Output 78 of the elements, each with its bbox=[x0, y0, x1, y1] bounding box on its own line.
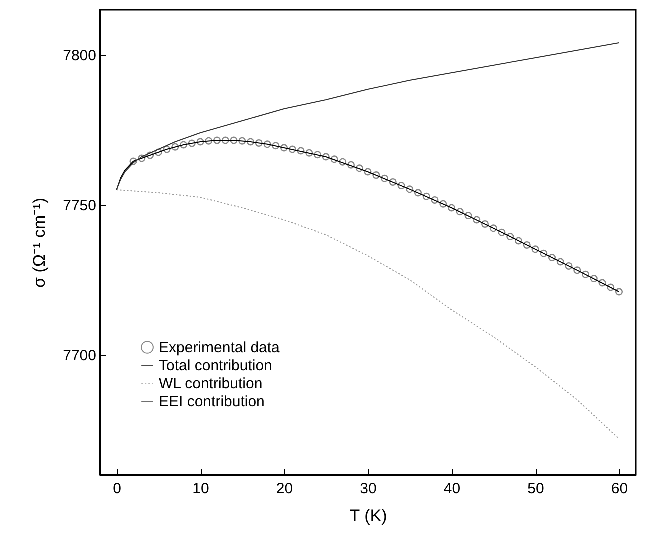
legend-label: Experimental data bbox=[159, 340, 281, 356]
point bbox=[590, 275, 598, 283]
point bbox=[372, 172, 380, 180]
point bbox=[130, 158, 138, 166]
point bbox=[448, 204, 456, 212]
point bbox=[431, 196, 439, 204]
point bbox=[490, 224, 498, 232]
point bbox=[322, 153, 330, 161]
point bbox=[582, 270, 590, 278]
legend-label: WL contribution bbox=[159, 376, 263, 392]
line-series bbox=[116, 140, 620, 292]
point bbox=[180, 141, 188, 149]
y-tick-label: 7750 bbox=[63, 198, 96, 214]
point bbox=[422, 192, 430, 200]
y-tick-label: 7700 bbox=[63, 348, 96, 364]
point bbox=[154, 148, 162, 156]
x-tick-label: 10 bbox=[192, 480, 210, 498]
point bbox=[163, 146, 171, 154]
point bbox=[498, 228, 506, 236]
point bbox=[272, 142, 280, 150]
point bbox=[230, 136, 238, 144]
point bbox=[222, 136, 230, 144]
point bbox=[146, 152, 154, 160]
legend-label: Total contribution bbox=[159, 358, 272, 374]
point bbox=[314, 151, 322, 159]
point bbox=[406, 186, 414, 194]
point bbox=[456, 208, 464, 216]
point bbox=[548, 254, 556, 262]
point bbox=[514, 237, 523, 245]
x-tick-label: 60 bbox=[611, 480, 628, 498]
point bbox=[398, 182, 406, 190]
point bbox=[532, 246, 540, 254]
y-tick-label: 7800 bbox=[63, 48, 96, 64]
point bbox=[330, 156, 338, 164]
point bbox=[556, 258, 564, 266]
point bbox=[188, 140, 196, 148]
point bbox=[196, 138, 204, 146]
point bbox=[440, 200, 448, 208]
legend-label: EEI contribution bbox=[159, 394, 265, 410]
point bbox=[389, 178, 397, 186]
point bbox=[172, 143, 180, 151]
point bbox=[205, 137, 213, 145]
point bbox=[238, 137, 246, 145]
x-tick-label: 50 bbox=[528, 480, 544, 498]
point bbox=[506, 233, 514, 241]
point bbox=[380, 174, 389, 182]
point bbox=[347, 161, 356, 169]
point bbox=[464, 212, 472, 220]
point bbox=[356, 164, 364, 172]
point bbox=[607, 284, 615, 292]
x-tick-label: 40 bbox=[444, 480, 461, 498]
point bbox=[565, 262, 573, 270]
point bbox=[306, 149, 314, 157]
x-tick-label: 0 bbox=[113, 480, 122, 498]
point bbox=[414, 189, 422, 197]
y-axis-title: σ (Ω⁻¹ cm⁻¹) bbox=[30, 198, 50, 288]
point bbox=[288, 146, 296, 154]
x-tick-label: 30 bbox=[360, 480, 377, 498]
point bbox=[280, 144, 288, 152]
point bbox=[213, 136, 222, 144]
point bbox=[264, 140, 272, 148]
point bbox=[297, 147, 305, 155]
point bbox=[339, 158, 347, 166]
point bbox=[598, 279, 606, 287]
line-series bbox=[116, 42, 620, 190]
point bbox=[540, 250, 548, 258]
line-series bbox=[116, 190, 620, 440]
point bbox=[481, 220, 490, 228]
point bbox=[255, 139, 263, 147]
point bbox=[138, 154, 146, 162]
x-axis-title: T (K) bbox=[350, 506, 388, 526]
point bbox=[473, 216, 481, 224]
point bbox=[364, 168, 372, 176]
x-tick-label: 20 bbox=[276, 480, 294, 498]
point bbox=[615, 288, 624, 296]
point bbox=[246, 138, 255, 146]
point bbox=[574, 266, 582, 274]
point bbox=[523, 241, 531, 249]
